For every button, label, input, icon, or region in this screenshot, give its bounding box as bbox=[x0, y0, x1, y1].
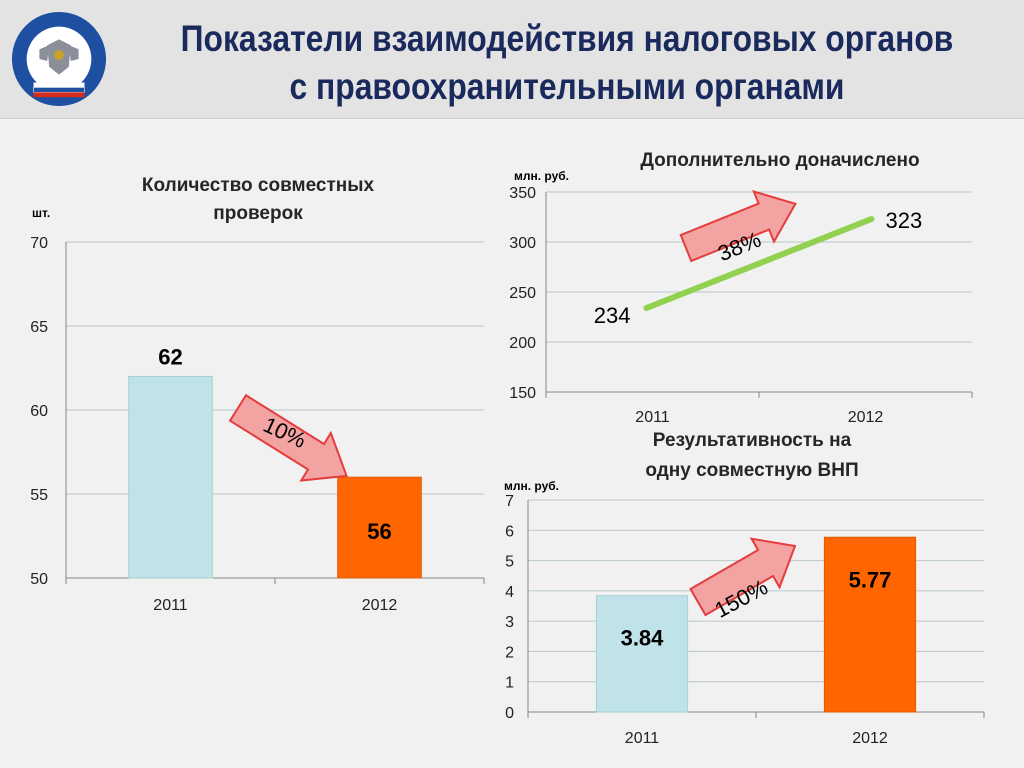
data-label-2011: 234 bbox=[594, 303, 631, 328]
y-tick-label: 0 bbox=[505, 705, 514, 722]
growth-arrow-shape bbox=[679, 189, 797, 263]
chart-1: Количество совместных проверок шт. 50 55 60 65… bbox=[30, 175, 485, 614]
fns-logo-icon bbox=[11, 11, 107, 107]
growth-arrow-shape bbox=[228, 393, 348, 482]
y-tick-label: 55 bbox=[30, 487, 48, 504]
x-tick-label: 2011 bbox=[635, 409, 670, 426]
chart-title-line-1: Результативность на bbox=[653, 430, 852, 451]
y-tick-label: 3 bbox=[505, 614, 514, 631]
unit-label: млн. руб. bbox=[504, 479, 559, 493]
chart-title: Дополнительно доначислено bbox=[640, 150, 919, 171]
y-tick-label: 2 bbox=[505, 644, 514, 661]
chart-title-line-2: проверок bbox=[213, 203, 303, 224]
y-tick-label: 65 bbox=[30, 319, 48, 336]
growth-arrow bbox=[228, 393, 348, 482]
y-tick-label: 4 bbox=[505, 584, 514, 601]
y-tick-label: 50 bbox=[30, 571, 48, 588]
chart-title-line-1: Количество совместных bbox=[142, 175, 375, 196]
growth-arrow bbox=[689, 537, 797, 617]
data-label-2011: 3.84 bbox=[621, 626, 665, 651]
x-tick-label: 2011 bbox=[153, 597, 188, 614]
y-tick-label: 1 bbox=[505, 675, 514, 692]
line-series bbox=[643, 216, 875, 311]
data-label-2012: 5.77 bbox=[849, 567, 892, 592]
chart-3: Результативность на одну совместную ВНП мл… bbox=[504, 430, 985, 747]
y-tick-label: 350 bbox=[509, 185, 536, 202]
x-tick-label: 2012 bbox=[362, 597, 398, 614]
y-tick-label: 70 bbox=[30, 235, 48, 252]
x-tick-label: 2011 bbox=[625, 730, 660, 747]
y-tick-label: 60 bbox=[30, 403, 48, 420]
bar-2012 bbox=[337, 476, 422, 579]
y-tick-label: 300 bbox=[509, 235, 536, 252]
data-label-2011: 62 bbox=[158, 344, 182, 369]
unit-label: шт. bbox=[32, 206, 50, 220]
chart-2: Дополнительно доначислено млн. руб. 150 200… bbox=[509, 150, 973, 426]
bar-2011 bbox=[595, 595, 689, 713]
y-tick-label: 200 bbox=[509, 335, 536, 352]
flag-white-stripe bbox=[33, 82, 85, 88]
emblem-shield-icon bbox=[54, 50, 64, 60]
x-tick-label: 2012 bbox=[852, 730, 888, 747]
data-label-2012: 323 bbox=[886, 208, 923, 233]
y-tick-label: 5 bbox=[505, 554, 514, 571]
page-title-line-2: с правоохранительными органами bbox=[289, 66, 845, 107]
eagle-wings-icon bbox=[39, 45, 79, 61]
header-bar: Показатели взаимодействия налоговых орга… bbox=[0, 0, 1024, 119]
page-title-line-1: Показатели взаимодействия налоговых орга… bbox=[180, 18, 954, 59]
y-tick-label: 250 bbox=[509, 285, 536, 302]
bar-2011 bbox=[128, 375, 213, 579]
chart-title-line-2: одну совместную ВНП bbox=[645, 460, 858, 481]
x-tick-label: 2012 bbox=[848, 409, 884, 426]
flag-red-stripe bbox=[33, 92, 85, 98]
y-tick-label: 7 bbox=[505, 493, 514, 510]
growth-arrow bbox=[679, 189, 797, 263]
bar-2012 bbox=[823, 536, 917, 713]
y-tick-label: 150 bbox=[509, 385, 536, 402]
data-label-2012: 56 bbox=[367, 519, 391, 544]
unit-label: млн. руб. bbox=[514, 169, 569, 183]
growth-arrow-shape bbox=[689, 537, 797, 617]
y-tick-label: 6 bbox=[505, 523, 514, 540]
